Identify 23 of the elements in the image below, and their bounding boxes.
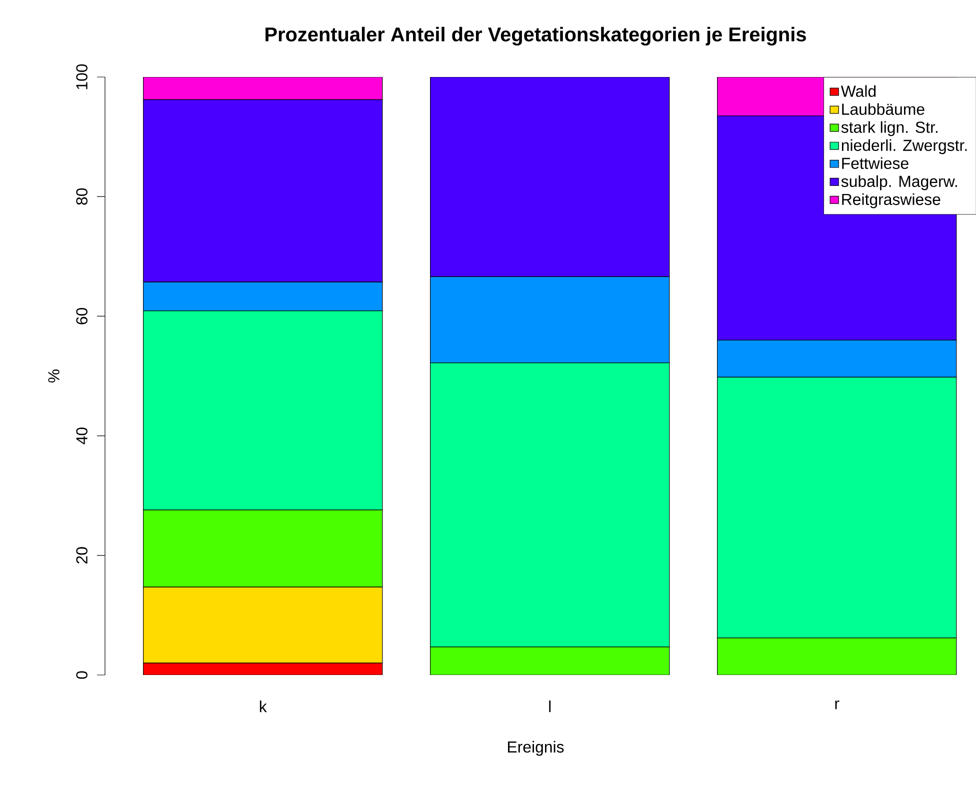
x-tick-label: k xyxy=(260,700,267,712)
legend-label: niederli. Zwergstr. xyxy=(842,139,967,154)
legend-label: Reitgraswiese xyxy=(842,193,940,208)
bar xyxy=(717,638,957,675)
legend-label: Wald xyxy=(840,85,876,97)
x-axis-title: Ereignis xyxy=(508,740,564,756)
y-tick-label: 60 xyxy=(76,308,88,324)
legend-label: subalp. Magerw. xyxy=(841,175,957,190)
bar xyxy=(143,510,383,588)
bar xyxy=(430,646,670,675)
legend-label: Fettwiese xyxy=(842,157,908,170)
legend-label: stark lign. Str. xyxy=(841,121,938,136)
bar xyxy=(143,76,383,100)
y-tick-label: 80 xyxy=(76,188,88,205)
x-tick-label: r xyxy=(835,700,840,710)
y-axis-title: % xyxy=(48,369,60,383)
y-tick-label: 0 xyxy=(76,671,88,679)
y-tick-label: 20 xyxy=(76,547,88,564)
x-tick-label: l xyxy=(549,700,551,712)
chart-title: Prozentualer Anteil der Vegetationskategorien je Ereignis xyxy=(266,26,806,46)
legend-label: Laubbäume xyxy=(842,103,924,115)
y-tick-label: 40 xyxy=(76,428,88,444)
y-tick-label: 100 xyxy=(76,64,88,90)
